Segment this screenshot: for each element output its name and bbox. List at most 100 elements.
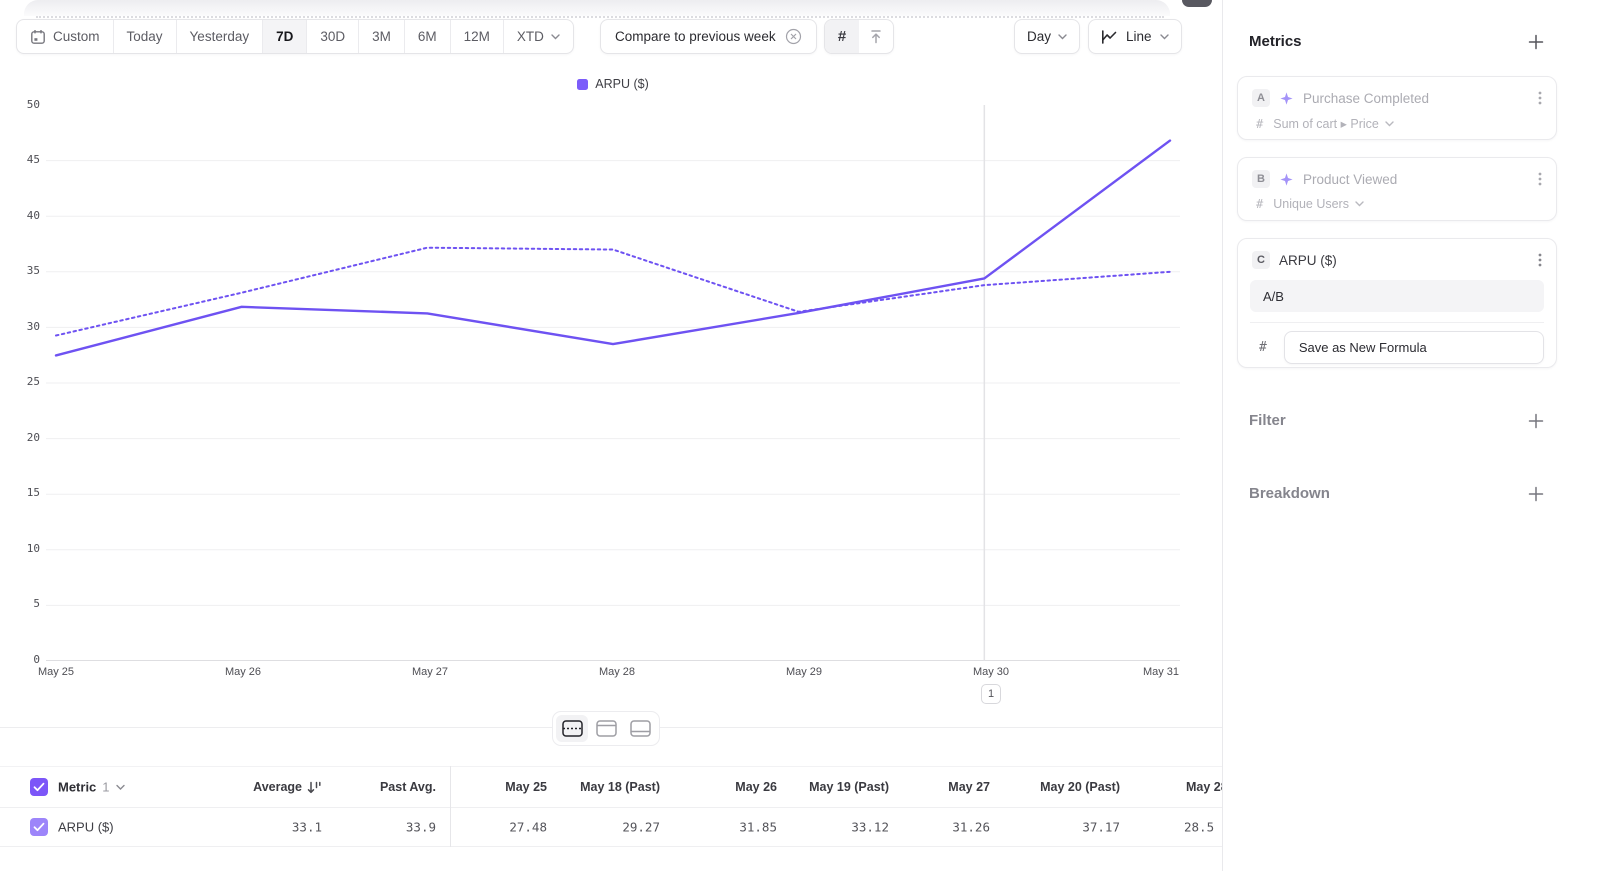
breakdown-section-header: Breakdown: [1249, 485, 1544, 502]
y-axis-tick: 15: [26, 486, 40, 499]
layout-table-button[interactable]: [624, 715, 656, 742]
date-range-3m[interactable]: 3M: [358, 20, 404, 53]
date-range-today[interactable]: Today: [112, 20, 176, 53]
date-range-6m[interactable]: 6M: [403, 20, 450, 53]
query-builder-sidebar: Metrics A Purchase Completed # Sum of ca…: [1222, 0, 1600, 871]
date-range-7d[interactable]: 7D: [262, 20, 307, 53]
kebab-menu-icon[interactable]: [1538, 253, 1542, 267]
y-axis-tick: 50: [26, 98, 40, 111]
cell-value: 28.5: [1184, 819, 1215, 835]
save-as-new-formula-button[interactable]: Save as New Formula: [1283, 331, 1544, 364]
chart-type-dropdown[interactable]: Line: [1088, 19, 1182, 54]
calendar-icon: [30, 29, 46, 45]
chevron-down-icon: [1159, 33, 1169, 40]
layout-split-button[interactable]: [556, 715, 588, 742]
date-range-30d[interactable]: 30D: [306, 20, 358, 53]
hash-grid-icon: #: [837, 28, 847, 45]
cell-value: 33.12: [851, 819, 889, 835]
date-range-xtd[interactable]: XTD: [502, 20, 573, 53]
column-header: May 27: [948, 780, 990, 794]
annotation-badge[interactable]: 1: [981, 684, 1001, 704]
measure-dropdown[interactable]: Sum of cart ▸ Price: [1273, 116, 1394, 131]
layout-chart-button[interactable]: [590, 715, 622, 742]
y-axis-tick: 5: [33, 597, 40, 610]
date-range-custom[interactable]: Custom: [17, 20, 113, 53]
filter-section-header: Filter: [1249, 412, 1544, 429]
chart-display-toggles: #: [824, 19, 894, 54]
line-chart-plot[interactable]: [46, 105, 1180, 662]
y-axis-tick: 30: [26, 320, 40, 333]
add-filter-icon[interactable]: [1528, 413, 1544, 429]
add-breakdown-icon[interactable]: [1528, 486, 1544, 502]
metric-card-a[interactable]: A Purchase Completed # Sum of cart ▸ Pri…: [1237, 76, 1557, 140]
x-axis-tick: May 26: [224, 666, 262, 678]
kebab-menu-icon[interactable]: [1538, 172, 1542, 186]
cell-value: 31.85: [739, 819, 777, 835]
cell-value: 31.26: [952, 819, 990, 835]
kebab-menu-icon[interactable]: [1538, 91, 1542, 105]
x-axis-tick: May 27: [411, 666, 449, 678]
metrics-section-header: Metrics: [1249, 33, 1544, 50]
chevron-down-icon: [551, 33, 560, 40]
column-header-average[interactable]: Average: [253, 780, 322, 794]
metric-card-c-formula[interactable]: C ARPU ($) A/B # Save as New Formula: [1237, 238, 1557, 368]
metrics-title: Metrics: [1249, 33, 1302, 50]
column-header: May 19 (Past): [809, 780, 889, 794]
interval-dropdown[interactable]: Day: [1014, 19, 1081, 54]
cell-value: 37.17: [1082, 819, 1120, 835]
report-main-panel: Custom Today Yesterday 7D 30D 3M 6M 12M …: [0, 0, 1222, 847]
add-metric-icon[interactable]: [1528, 34, 1544, 50]
date-range-yesterday[interactable]: Yesterday: [175, 20, 263, 53]
metric-card-b[interactable]: B Product Viewed # Unique Users: [1237, 157, 1557, 221]
filter-title: Filter: [1249, 412, 1286, 429]
line-chart-icon: [1101, 29, 1118, 44]
x-axis-tick: May 29: [785, 666, 823, 678]
row-metric-name: ARPU ($): [58, 819, 114, 835]
chevron-down-icon: [1355, 201, 1364, 207]
check-icon: [33, 782, 45, 792]
chevron-down-icon: [1385, 120, 1394, 127]
legend-label: ARPU ($): [595, 77, 649, 91]
remove-compare-icon[interactable]: [785, 28, 802, 45]
x-axis-tick: May 30: [972, 666, 1010, 678]
column-header-past-avg: Past Avg.: [379, 780, 436, 794]
metric-name: Product Viewed: [1303, 171, 1398, 187]
chevron-down-icon: [1058, 33, 1067, 40]
select-all-checkbox[interactable]: [30, 778, 48, 796]
row-checkbox[interactable]: [30, 818, 48, 836]
annotation-flag-icon: [869, 29, 883, 44]
y-axis-tick: 20: [26, 431, 40, 444]
date-range-12m[interactable]: 12M: [449, 20, 503, 53]
chart-legend: ARPU ($): [46, 77, 1180, 91]
gridlines-toggle[interactable]: #: [825, 20, 859, 53]
metric-column-header[interactable]: Metric 1: [58, 780, 125, 795]
layout-chart-icon: [595, 720, 617, 737]
scrollbar-thumb[interactable]: [1182, 0, 1212, 7]
x-axis-tick: May 25: [37, 666, 75, 678]
cell-past-avg: 33.9: [405, 819, 436, 835]
metric-badge: B: [1252, 170, 1270, 188]
column-header: May 20 (Past): [1040, 780, 1120, 794]
annotations-toggle[interactable]: [859, 20, 893, 53]
y-axis-tick: 40: [26, 209, 40, 222]
y-axis-tick: 45: [26, 153, 40, 166]
x-axis-tick: May 31: [1142, 666, 1180, 678]
compare-chip-label: Compare to previous week: [615, 29, 776, 44]
number-type-icon: #: [1256, 197, 1264, 211]
metric-name: Purchase Completed: [1303, 90, 1430, 106]
table-row: ARPU ($) 33.1 33.9 27.48 29.27 31.85 33.…: [0, 808, 1222, 847]
metric-badge: C: [1252, 251, 1270, 269]
metric-name: ARPU ($): [1279, 252, 1337, 268]
event-sparkle-icon: [1279, 172, 1294, 187]
layout-table-icon: [629, 720, 651, 737]
measure-dropdown[interactable]: Unique Users: [1273, 197, 1364, 211]
formula-input[interactable]: A/B: [1250, 280, 1544, 312]
y-axis-tick: 0: [33, 653, 40, 666]
y-axis-tick: 35: [26, 264, 40, 277]
sort-descending-icon: [307, 781, 322, 794]
y-axis-tick: 10: [26, 542, 40, 555]
check-icon: [33, 822, 45, 832]
metric-count: 1: [102, 779, 110, 795]
compare-to-previous-week-chip[interactable]: Compare to previous week: [600, 19, 817, 54]
